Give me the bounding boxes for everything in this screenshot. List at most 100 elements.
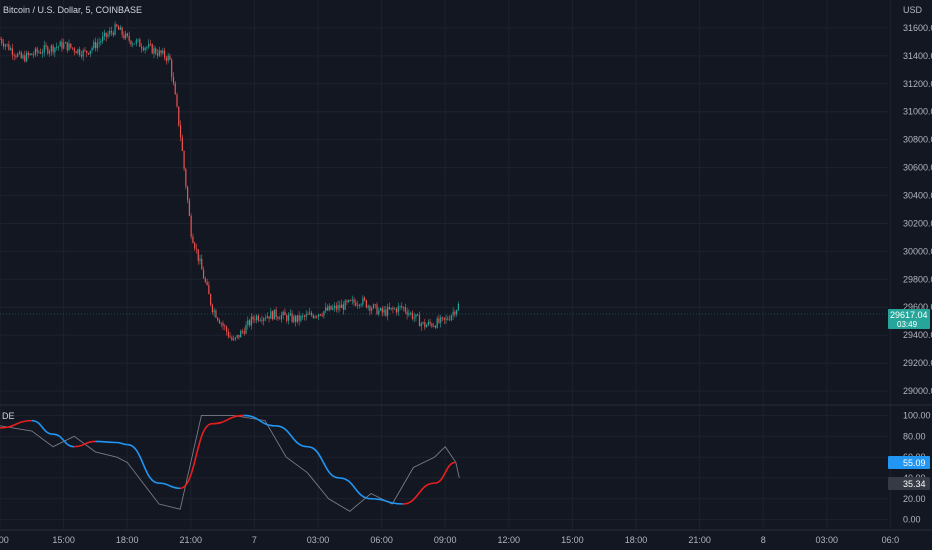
candle-body xyxy=(91,47,93,51)
candle-body xyxy=(18,52,21,54)
candle-body xyxy=(172,76,175,84)
candle-body xyxy=(257,315,260,321)
candle-body xyxy=(45,45,47,47)
candle-body xyxy=(96,43,98,49)
candle-body xyxy=(137,39,139,41)
candle-body xyxy=(406,311,408,315)
candle-body xyxy=(351,299,353,301)
candle-body xyxy=(422,322,424,324)
candle-body xyxy=(130,40,132,45)
candle-body xyxy=(2,43,5,47)
candle-body xyxy=(61,41,63,49)
time-tick-label: 7 xyxy=(252,535,257,545)
candle-body xyxy=(41,52,44,54)
candle-body xyxy=(404,307,406,312)
candle-body xyxy=(87,52,90,55)
candle-body xyxy=(142,48,144,51)
candle-body xyxy=(387,307,389,316)
candle-body xyxy=(195,248,198,250)
candle-body xyxy=(199,258,201,261)
candle-body xyxy=(305,314,307,317)
indicator-tick-label: 0.00 xyxy=(903,515,921,525)
candle-body xyxy=(454,311,456,315)
candle-body xyxy=(179,125,182,138)
candle-body xyxy=(218,320,221,324)
candle-body xyxy=(296,315,298,322)
candle-body xyxy=(434,325,437,328)
candle-body xyxy=(107,34,109,37)
candle-body xyxy=(310,312,313,316)
price-tick-label: 30800.00 xyxy=(903,135,932,145)
candle-body xyxy=(256,315,258,321)
candle-body xyxy=(399,306,401,307)
grid xyxy=(0,0,891,530)
candle-body xyxy=(15,55,17,57)
candle-body xyxy=(413,317,415,319)
candle-body xyxy=(271,311,274,320)
candle-body xyxy=(73,48,75,52)
indicator-smoothed-segment xyxy=(158,482,181,490)
candle-body xyxy=(321,315,323,317)
indicator-smoothed-segment xyxy=(402,482,435,505)
candle-body xyxy=(155,48,157,54)
candle-body xyxy=(440,317,442,323)
candle-body xyxy=(277,317,279,319)
candle-body xyxy=(275,309,277,318)
candle-body xyxy=(210,294,212,305)
candle-body xyxy=(270,311,272,319)
candle-body xyxy=(206,281,208,286)
price-tick-label: 29600.00 xyxy=(903,302,932,312)
indicator-plot[interactable] xyxy=(0,414,460,512)
candle-body xyxy=(1,39,3,44)
candle-body xyxy=(174,83,176,95)
current-price-badge: 29617.04 03:49 xyxy=(888,309,930,329)
candle-body xyxy=(211,304,213,313)
candle-body xyxy=(0,39,1,40)
candle-body xyxy=(293,316,295,322)
candle-body xyxy=(215,310,217,318)
indicator-value-badge-primary: 55.09 xyxy=(888,456,930,469)
price-plot[interactable] xyxy=(0,21,460,342)
time-axis[interactable]: 2:00 15:00 18:00 21:00 7 03:00 06:00 09:00 12:00… xyxy=(0,535,899,545)
candle-body xyxy=(116,24,118,27)
time-tick-label: 15:00 xyxy=(561,535,584,545)
candle-body xyxy=(263,318,265,321)
price-tick-label: 31000.00 xyxy=(903,107,932,117)
candle-body xyxy=(390,307,392,310)
candle-body xyxy=(427,321,429,326)
symbol-title[interactable]: Bitcoin / U.S. Dollar, 5, COINBASE xyxy=(3,5,142,15)
candle-body xyxy=(38,52,40,53)
indicator-label[interactable]: DE xyxy=(2,411,15,421)
candle-body xyxy=(433,325,435,327)
candle-body xyxy=(273,309,275,320)
price-tick-label: 31400.00 xyxy=(903,51,932,61)
time-tick-label: 15:00 xyxy=(52,535,75,545)
candle-body xyxy=(259,320,261,322)
candle-body xyxy=(332,307,334,310)
countdown-value: 03:49 xyxy=(897,320,918,329)
candle-body xyxy=(33,54,35,56)
candle-body xyxy=(365,300,367,308)
candle-body xyxy=(429,321,431,324)
candle-body xyxy=(337,305,339,310)
candle-body xyxy=(394,308,396,310)
candle-body xyxy=(128,35,130,41)
indicator-smoothed-segment xyxy=(243,414,276,427)
candle-body xyxy=(436,318,438,328)
candle-body xyxy=(420,323,422,327)
candle-body xyxy=(59,41,61,47)
price-axis[interactable]: 31600.00 31400.00 31200.00 31000.00 30800.00… xyxy=(903,23,932,396)
candle-body xyxy=(280,315,283,320)
indicator-smoothed-segment xyxy=(370,497,403,505)
candle-body xyxy=(133,43,136,45)
candle-body xyxy=(164,50,166,58)
candle-body xyxy=(395,308,398,313)
candle-body xyxy=(339,305,341,309)
candle-body xyxy=(229,336,231,338)
candle-body xyxy=(401,306,403,308)
candle-body xyxy=(383,309,385,313)
candle-body xyxy=(141,46,143,49)
candle-body xyxy=(68,43,70,51)
candle-body xyxy=(222,323,224,326)
candle-body xyxy=(353,299,355,303)
